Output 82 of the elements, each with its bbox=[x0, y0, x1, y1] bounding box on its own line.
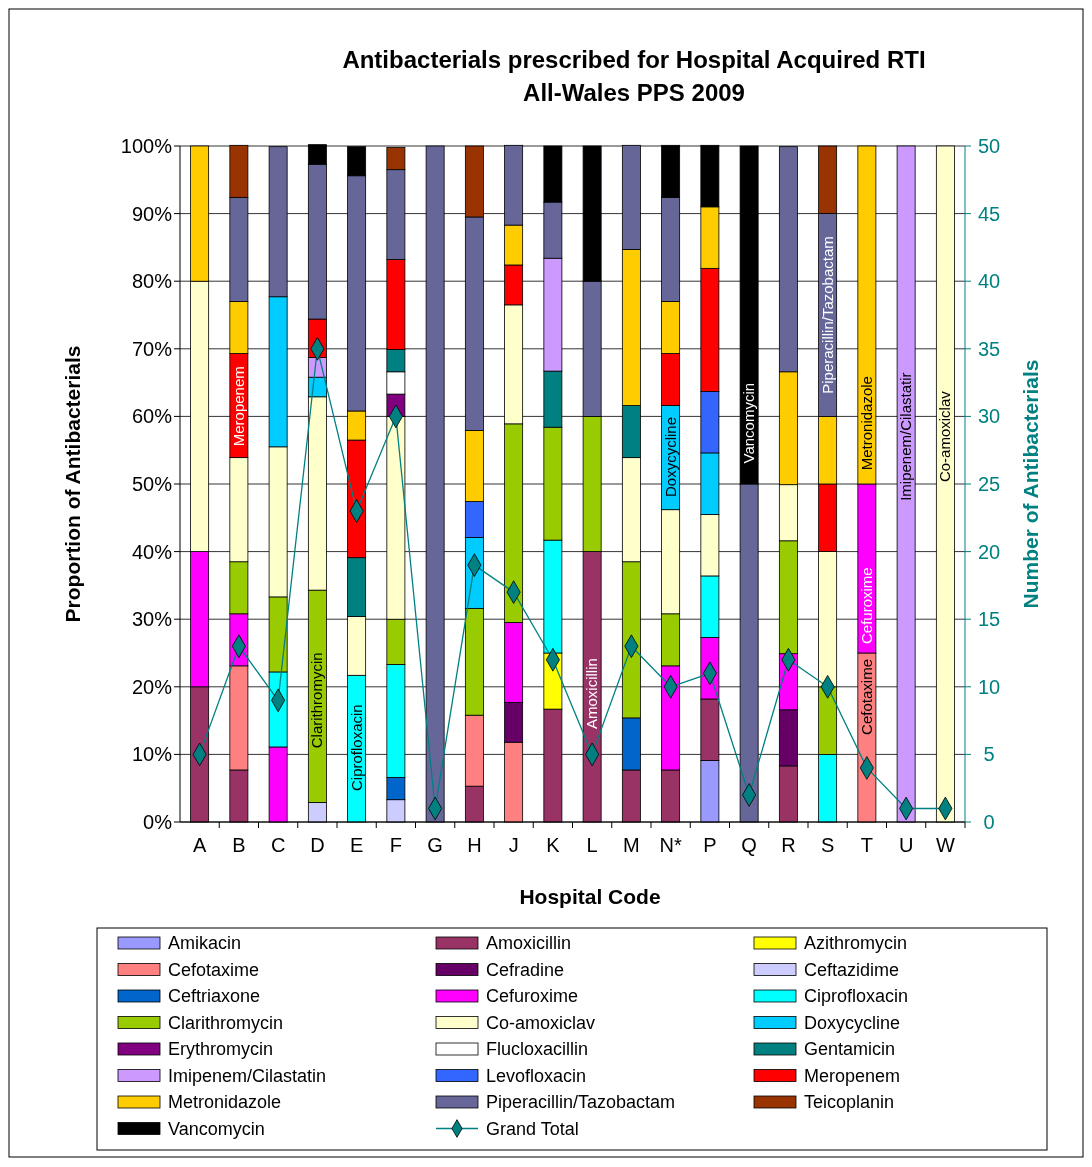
x-tick-label: N* bbox=[659, 834, 682, 856]
y-tick-label: 40% bbox=[131, 540, 173, 563]
x-axis-title: Hospital Code bbox=[519, 885, 661, 908]
x-tick-label: Q bbox=[741, 834, 757, 856]
legend-label: Doxycycline bbox=[804, 1012, 901, 1033]
legend-label: Ceftriaxone bbox=[168, 986, 261, 1006]
x-tick-label: K bbox=[546, 834, 561, 856]
legend-label: Meropenem bbox=[804, 1065, 901, 1086]
annotation: Ciprofloxacin bbox=[347, 704, 365, 791]
y2-tick-label: 0 bbox=[983, 811, 995, 833]
x-tick-label: F bbox=[389, 834, 402, 856]
y-tick-label: 60% bbox=[131, 405, 173, 428]
legend-label: Teicoplanin bbox=[804, 1092, 895, 1112]
legend-label: Imipenem/Cilastatin bbox=[168, 1065, 327, 1086]
y2-tick-label: 15 bbox=[977, 608, 1001, 631]
legend-label: Cefuroxime bbox=[486, 986, 579, 1006]
x-tick-label: R bbox=[781, 834, 796, 856]
annotation: Clarithromycin bbox=[308, 652, 326, 749]
x-tick-label: L bbox=[586, 834, 598, 856]
x-tick-label: G bbox=[427, 834, 443, 856]
x-tick-label: H bbox=[467, 834, 482, 856]
x-tick-label: D bbox=[310, 834, 325, 856]
legend-label: Gentamicin bbox=[804, 1039, 896, 1059]
legend-label: Levofloxacin bbox=[486, 1065, 587, 1086]
y-tick-label: 30% bbox=[131, 608, 173, 631]
x-tick-label: W bbox=[935, 834, 955, 856]
legend-label: Grand Total bbox=[486, 1118, 579, 1139]
annotation: Cefuroxime bbox=[857, 567, 875, 645]
y2-tick-label: 50 bbox=[977, 135, 1001, 157]
legend-label: Cefradine bbox=[486, 959, 565, 980]
y2-tick-label: 35 bbox=[977, 337, 1001, 360]
x-tick-label: M bbox=[623, 834, 640, 856]
y2-tick-label: 20 bbox=[977, 540, 1001, 563]
legend-label: Cefotaxime bbox=[168, 959, 260, 980]
x-tick-label: E bbox=[349, 834, 364, 856]
y-tick-label: 10% bbox=[131, 743, 173, 766]
legend-label: Ceftazidime bbox=[804, 959, 900, 980]
legend-label: Amoxicillin bbox=[486, 933, 572, 953]
x-tick-label: T bbox=[860, 834, 873, 856]
annotation: Imipenem/Cilastatir bbox=[897, 372, 915, 501]
legend-label: Amikacin bbox=[168, 933, 242, 953]
y-tick-label: 100% bbox=[120, 135, 173, 157]
y2-tick-label: 30 bbox=[977, 405, 1001, 428]
x-tick-label: J bbox=[508, 834, 519, 856]
annotation: Piperacillin/Tazobactam bbox=[818, 236, 836, 394]
annotation: Amoxicillin bbox=[583, 658, 601, 729]
annotation: Doxycycline bbox=[661, 416, 679, 497]
y-tick-label: 20% bbox=[131, 675, 173, 698]
legend-label: Piperacillin/Tazobactam bbox=[486, 1092, 676, 1112]
y2-tick-label: 45 bbox=[977, 202, 1001, 225]
x-tick-label: P bbox=[703, 834, 717, 856]
chart-title: Antibacterials prescribed for Hospital Acquired RTI bbox=[342, 46, 926, 73]
x-tick-label: U bbox=[898, 834, 914, 856]
legend-label: Flucloxacillin bbox=[486, 1039, 589, 1059]
annotation: Metronidazole bbox=[857, 376, 875, 471]
y-axis-title: Proportion of Antibacterials bbox=[61, 345, 84, 623]
y-tick-label: 80% bbox=[131, 270, 173, 293]
legend-label: Erythromycin bbox=[168, 1039, 274, 1059]
annotation: Cefotaxime bbox=[857, 659, 875, 735]
y2-tick-label: 5 bbox=[983, 743, 995, 766]
legend-label: Metronidazole bbox=[168, 1092, 282, 1112]
annotation: Meropenem bbox=[229, 366, 247, 447]
annotation: Vancomycin bbox=[740, 382, 758, 464]
chart-subtitle: All-Wales PPS 2009 bbox=[523, 79, 745, 106]
annotation: Co-amoxiclav bbox=[936, 390, 954, 483]
legend-label: Azithromycin bbox=[804, 933, 908, 953]
legend-label: Vancomycin bbox=[168, 1118, 265, 1139]
x-tick-label: B bbox=[232, 834, 246, 856]
y-tick-label: 90% bbox=[131, 202, 173, 225]
x-tick-label: S bbox=[820, 834, 835, 856]
y-tick-label: 0% bbox=[143, 811, 173, 833]
legend-label: Co-amoxiclav bbox=[486, 1012, 596, 1033]
y-tick-label: 70% bbox=[131, 337, 173, 360]
y2-tick-label: 40 bbox=[977, 270, 1001, 293]
y2-axis-title: Number of Antibacterials bbox=[1019, 359, 1042, 609]
y2-tick-label: 10 bbox=[977, 675, 1001, 698]
x-tick-label: A bbox=[192, 834, 207, 856]
y2-tick-label: 25 bbox=[977, 473, 1001, 495]
y-tick-label: 50% bbox=[131, 473, 173, 495]
legend-label: Clarithromycin bbox=[168, 1012, 284, 1033]
legend-label: Ciprofloxacin bbox=[804, 986, 909, 1006]
x-tick-label: C bbox=[270, 834, 286, 856]
